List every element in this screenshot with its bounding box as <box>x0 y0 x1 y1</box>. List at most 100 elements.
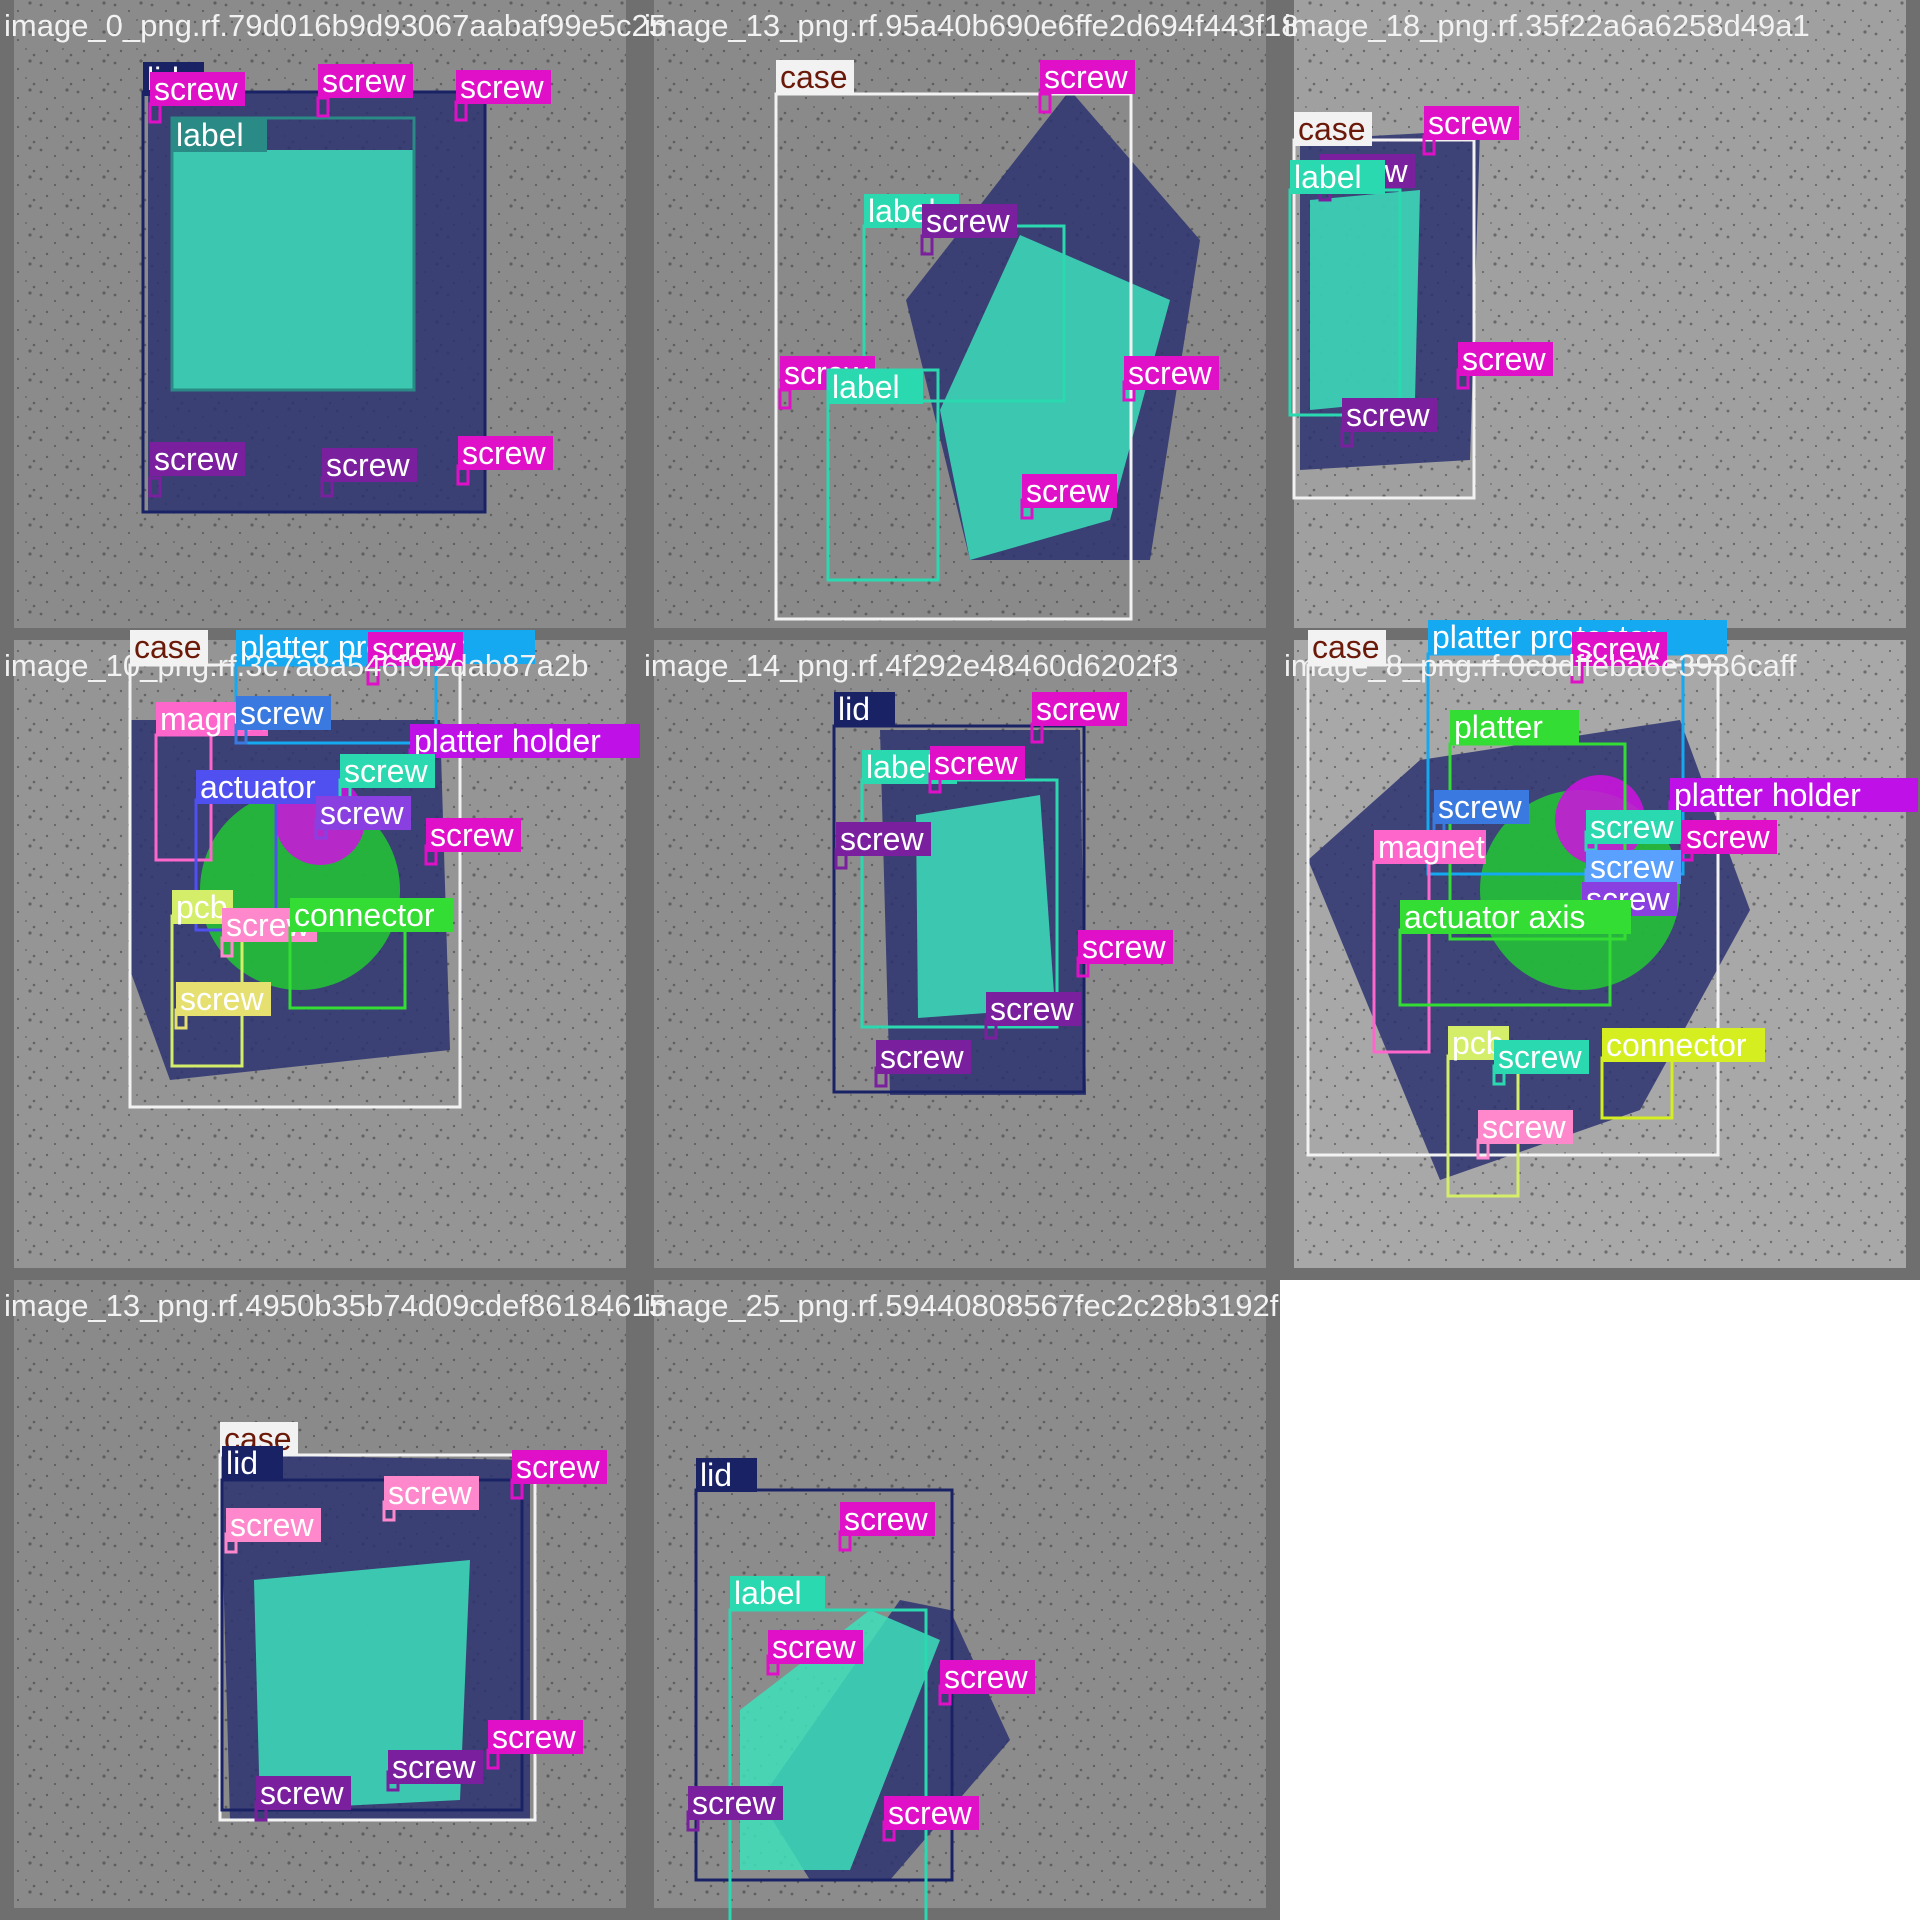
detection-label: screw <box>1498 1039 1582 1075</box>
detection-label: screw <box>230 1507 314 1543</box>
detection-label: lid <box>226 1445 258 1481</box>
tile-caption: image_18_png.rf.35f22a6a6258d49a1 <box>1284 8 1810 43</box>
detection-label: screw <box>1438 789 1522 825</box>
detection-label-bg <box>1308 630 1386 664</box>
detection-label: screw <box>392 1749 476 1785</box>
detection-label: screw <box>1576 631 1660 667</box>
detection-label-bg <box>172 118 267 152</box>
detection-label: screw <box>692 1785 776 1821</box>
label-mask <box>172 150 414 390</box>
detection-label: screw <box>372 631 456 667</box>
detection-label: case <box>1298 111 1366 147</box>
detection-label: screw <box>1590 809 1674 845</box>
detection-label-bg <box>876 1040 971 1074</box>
detection-label-bg <box>1400 900 1631 934</box>
detection-label-bg <box>368 632 463 666</box>
tile-caption: image_8_png.rf.0c8dffeba6e3936caff <box>1284 648 1797 683</box>
tile-caption: image_13_png.rf.95a40b690e6ffe2d694f443f… <box>644 8 1299 43</box>
detection-label: screw <box>1482 1109 1566 1145</box>
detection-label: connector <box>294 897 435 933</box>
detection-label: actuator <box>200 769 316 805</box>
tile-caption: image_10_png.rf.3c7a8a546f9f2dab87a2b <box>4 648 589 683</box>
detection-label-bg <box>150 72 245 106</box>
detection-label: label <box>1294 159 1362 195</box>
detection-label-bg <box>458 436 553 470</box>
detection-label: label <box>176 117 244 153</box>
detection-label: lid <box>700 1457 732 1493</box>
mosaic-tile: casescrewscrewlabelscrewscrew <box>1280 0 1920 640</box>
detection-label-bg <box>410 724 658 758</box>
detection-label: screw <box>1686 819 1770 855</box>
bounding-box <box>220 1478 524 1812</box>
detection-label: case <box>1312 629 1380 665</box>
detection-label-bg <box>1022 474 1117 508</box>
detection-label-bg <box>1374 830 1486 864</box>
detection-label-bg <box>1290 160 1385 194</box>
detection-label-bg <box>834 692 895 726</box>
detection-label-bg <box>1670 778 1918 812</box>
tile-caption: image_25_png.rf.59440808567fec2c28b3192f <box>644 1288 1279 1323</box>
detection-label-bg <box>290 898 453 932</box>
detection-label-bg <box>730 1576 825 1610</box>
detection-label-bg <box>1342 398 1437 432</box>
detection-label-bg <box>384 1476 479 1510</box>
detection-label-bg <box>1586 850 1681 884</box>
detection-label-bg <box>1494 1040 1589 1074</box>
detection-label: screw <box>430 817 514 853</box>
detection-label-bg <box>1602 1028 1765 1062</box>
detection-label-bg <box>236 696 331 730</box>
detection-label-bg <box>1294 112 1372 146</box>
detection-label: screw <box>840 821 924 857</box>
detection-label: screw <box>326 447 410 483</box>
detection-label: screw <box>320 795 404 831</box>
tile-caption: image_13_png.rf.4950b35b74d09cdef8618461… <box>4 1288 666 1323</box>
detection-label: label <box>832 369 900 405</box>
detection-label-bg <box>388 1750 483 1784</box>
detection-label: platter holder <box>414 723 601 759</box>
tile-caption: image_0_png.rf.79d016b9d93067aabaf99e5c2… <box>4 8 666 43</box>
detection-label-bg <box>768 1630 863 1664</box>
detection-label-bg <box>426 818 521 852</box>
mosaic-tile: case platter protectorscrewmagnetscrewpla… <box>0 629 658 1280</box>
detection-label: screw <box>1026 473 1110 509</box>
detection-label-bg <box>696 1458 757 1492</box>
detection-label-bg <box>318 64 413 98</box>
detection-label: screw <box>388 1475 472 1511</box>
detection-label: screw <box>180 981 264 1017</box>
label-mask <box>1310 190 1420 410</box>
detection-label-bg <box>488 1720 583 1754</box>
detection-label-bg <box>316 796 411 830</box>
detection-label: label <box>866 749 934 785</box>
bounding-box <box>832 724 1086 1094</box>
detection-label-bg <box>828 370 923 404</box>
detection-label-bg <box>836 822 931 856</box>
detection-label: connector <box>1606 1027 1747 1063</box>
detection-label: screw <box>462 435 546 471</box>
detection-label-bg <box>1040 60 1135 94</box>
detection-label-bg <box>1424 106 1519 140</box>
detection-label: screw <box>1428 105 1512 141</box>
tile-caption: image_14_png.rf.4f292e48460d6202f3 <box>644 648 1179 683</box>
detection-label: screw <box>240 695 324 731</box>
mosaic-tile: case platter protectorscrewplatterplatter… <box>1280 619 1920 1280</box>
detection-label: screw <box>1462 341 1546 377</box>
detection-label: screw <box>772 1629 856 1665</box>
detection-label-bg <box>940 1660 1035 1694</box>
detection-label: lid <box>838 691 870 727</box>
detection-label-bg <box>256 1776 351 1810</box>
detection-label-bg <box>1032 692 1127 726</box>
detection-label: screw <box>1044 59 1128 95</box>
detection-label: screw <box>880 1039 964 1075</box>
detection-label: screw <box>1590 849 1674 885</box>
mosaic-tile: lidlabelscrewscrewscrewscrewscrewscrew <box>0 0 640 640</box>
detection-label: platter holder <box>1674 777 1861 813</box>
detection-label: label <box>734 1575 802 1611</box>
detection-label-bg <box>922 204 1017 238</box>
detection-label-bg <box>1434 790 1529 824</box>
detection-label-bg <box>1682 820 1777 854</box>
detection-label-bg <box>1478 1110 1573 1144</box>
detection-label-bg <box>226 1508 321 1542</box>
detection-label: screw <box>322 63 406 99</box>
detection-label: screw <box>926 203 1010 239</box>
detection-label-bg <box>130 630 208 664</box>
